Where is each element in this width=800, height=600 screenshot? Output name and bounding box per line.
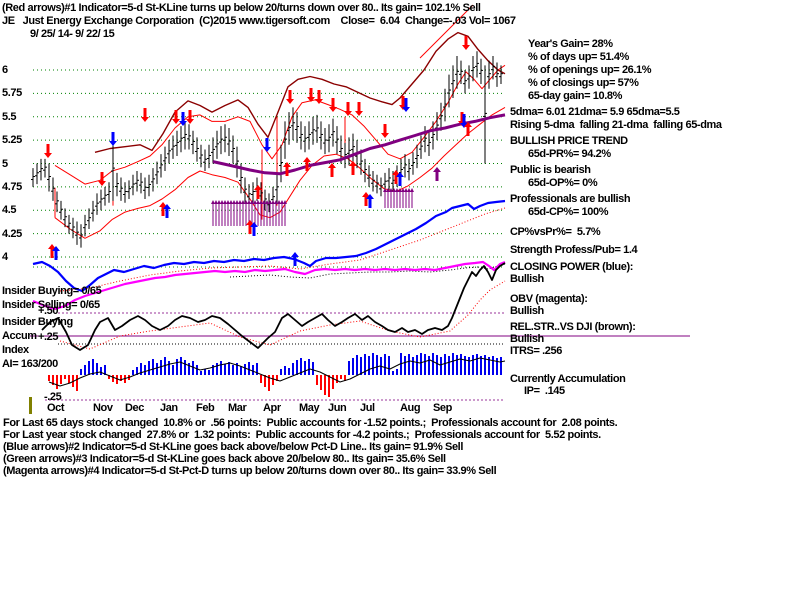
index-label: Index [2, 344, 29, 356]
month-label: Jul [360, 402, 375, 414]
scale-minus25: -.25 [44, 391, 62, 403]
stat-cp-vs-pr: CP%vsPr%= 5.7% [510, 226, 601, 238]
month-label: May [299, 402, 320, 414]
insider-selling-count: Insider Selling= 0/65 [2, 299, 100, 311]
stat-strength-ratio: Strength Profess/Pub= 1.4 [510, 244, 638, 256]
footer-line: For Last year stock changed 27.8% or 1.3… [3, 429, 601, 441]
stat-op-pct: 65d-OP%= 0% [528, 177, 598, 189]
month-label: Jun [328, 402, 347, 414]
scale-plus50: +.50 [38, 305, 59, 317]
stat-rel-str-header: REL.STR..VS DJI (brown): [510, 321, 636, 333]
header-indicator-1: (Red arrows)#1 Indicator=5-d St-KLine tu… [2, 2, 481, 14]
stat-pr-pct: 65d-PR%= 94.2% [528, 148, 611, 160]
stat-pct-openings-up: % of openings up= 26.1% [528, 64, 652, 76]
stat-rel-str-status: Bullish [510, 333, 544, 345]
month-label: Sep [433, 402, 452, 414]
month-label: Mar [228, 402, 247, 414]
stat-dma-trend: Rising 5-dma falling 21-dma falling 65-d… [510, 119, 722, 131]
month-label: Nov [93, 402, 113, 414]
price-tick-label: 5.5 [2, 110, 17, 123]
price-tick-label: 4 [2, 251, 8, 263]
stat-closing-power-header: CLOSING POWER (blue): [510, 261, 633, 273]
price-tick-label: 5 [2, 157, 8, 170]
footer-line: (Green arrows)#3 Indicator=5-d St-KLine … [3, 453, 446, 465]
price-tick-label: 4.25 [2, 227, 22, 240]
header-title-line: JE Just Energy Exchange Corporation (C)2… [2, 15, 516, 27]
header-date-range: 9/ 25/ 14- 9/ 22/ 15 [30, 28, 115, 40]
stat-pct-closings-up: % of closings up= 57% [528, 77, 639, 89]
month-label: Jan [160, 402, 178, 414]
month-label: Oct [47, 402, 65, 414]
month-label: Dec [125, 402, 144, 414]
scale-plus25: +.25 [38, 331, 59, 343]
stat-obv-status: Bullish [510, 305, 544, 317]
price-tick-label: 6 [2, 64, 8, 76]
footer-line: (Blue arrows)#2 Indicator=5-d St-KLine g… [3, 441, 463, 453]
stat-price-trend-status: BULLISH PRICE TREND [510, 135, 628, 147]
footer-line: (Magenta arrows)#4 Indicator=5-d St-Pct-… [3, 465, 497, 477]
stat-professional-sentiment: Professionals are bullish [510, 193, 631, 205]
stat-public-sentiment: Public is bearish [510, 164, 591, 176]
stat-ip-value: IP= .145 [524, 385, 565, 397]
stat-obv-header: OBV (magenta): [510, 293, 588, 305]
stat-itrs-value: ITRS= .256 [510, 345, 562, 357]
footer-line: For Last 65 days stock changed 10.8% or … [3, 417, 618, 429]
price-tick-label: 4.75 [2, 180, 22, 193]
month-label: Feb [196, 402, 215, 414]
accum-label: Accum [2, 330, 37, 342]
stat-pct-days-up: % of days up= 51.4% [528, 51, 629, 63]
insider-buying-count: Insider Buying= 0/65 [2, 285, 102, 297]
price-tick-label: 5.75 [2, 87, 22, 100]
stat-closing-power-status: Bullish [510, 273, 544, 285]
stat-accumulation-status: Currently Accumulation [510, 373, 626, 385]
stat-sixtyfive-day-gain: 65-day gain= 10.8% [528, 90, 622, 102]
stat-cp-pct: 65d-CP%= 100% [528, 206, 609, 218]
stat-years-gain: Year's Gain= 28% [528, 38, 613, 50]
ai-ratio: AI= 163/200 [2, 358, 58, 370]
insider-buying-label: Insider Buying [2, 316, 73, 328]
price-tick-label: 5.25 [2, 134, 22, 147]
month-label: Aug [400, 402, 421, 414]
stat-dma-values: 5dma= 6.01 21dma= 5.9 65dma=5.5 [510, 106, 680, 118]
price-tick-label: 4.5 [2, 204, 17, 217]
month-label: Apr [263, 402, 281, 414]
